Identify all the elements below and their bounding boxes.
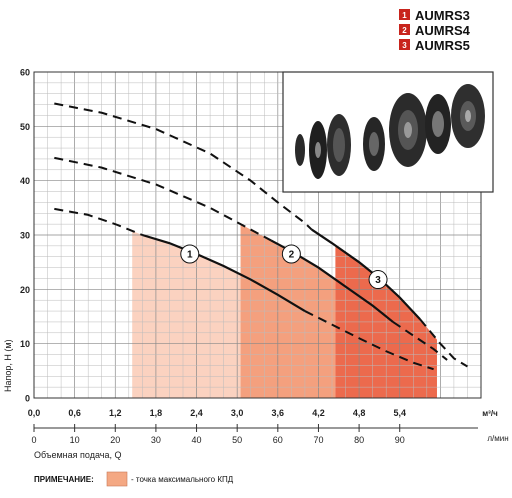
curve-label-3: 3: [375, 275, 381, 286]
legend-swatch-2: [399, 24, 410, 35]
y-tick-label: 10: [20, 339, 30, 349]
footnote: ПРИМЕЧАНИЕ: - точка максимального КПД: [34, 471, 234, 487]
x-secondary-tick-label: 90: [395, 435, 405, 445]
x-primary-tick-label: 4,8: [353, 408, 366, 418]
x-primary-tick-label: 0,6: [68, 408, 81, 418]
x-secondary-tick-labels: 0 10 20 30 40 50 60 70 80 90: [31, 435, 404, 445]
legend-label-1: AUMRS3: [415, 8, 470, 23]
x-primary-tick-label: 3,6: [272, 408, 285, 418]
curve-label-circle-3: [368, 270, 388, 290]
x-secondary-tick-label: 0: [31, 435, 36, 445]
x-primary-tick-label: 2,4: [190, 408, 203, 418]
x-secondary-tick-label: 40: [192, 435, 202, 445]
chart-legend: 1 AUMRS3 2 AUMRS4 3 AUMRS5: [399, 8, 471, 53]
y-tick-label: 60: [20, 68, 30, 78]
y-axis-title: Напор, H (м): [3, 339, 13, 392]
legend-number-3: 3: [402, 41, 407, 50]
curve-labels: 1 2 3: [180, 244, 388, 290]
y-tick-label: 40: [20, 176, 30, 186]
efficiency-region-1: [132, 230, 241, 398]
curve-label-1: 1: [187, 250, 193, 261]
plot-frame: [33, 71, 482, 399]
y-tick-label: 30: [20, 231, 30, 241]
legend-number-1: 1: [402, 11, 407, 20]
impeller-parts-image: [295, 84, 485, 179]
curve-2-dashed: [54, 156, 272, 242]
note-swatch: [106, 471, 128, 487]
x-secondary-tick-label: 10: [70, 435, 80, 445]
curve-label-circle-1: [180, 244, 200, 264]
curve-1-solid: [142, 233, 306, 313]
product-photo-inset: [282, 71, 494, 193]
y-tick-label: 50: [20, 122, 30, 132]
x-secondary-tick-label: 20: [110, 435, 120, 445]
x-primary-tick-label: 1,8: [150, 408, 163, 418]
x-secondary-tick-label: 30: [151, 435, 161, 445]
legend-number-2: 2: [402, 26, 407, 35]
curve-1-dashed: [54, 207, 143, 236]
legend-swatch-3: [399, 39, 410, 50]
curve-3-dashed-tail: [419, 318, 468, 368]
x-secondary-unit: л/мин: [487, 434, 508, 443]
x-primary-tick-labels: 0,0 0,6 1,2 1,8 2,4 3,0 3,6 4,2 4,8 5,4: [28, 408, 406, 418]
x-secondary-tick-label: 50: [232, 435, 242, 445]
curve-2-dashed-tail: [392, 321, 448, 361]
note-text: - точка максимального КПД: [131, 475, 234, 484]
y-tick-label: 0: [25, 394, 30, 404]
x-primary-tick-label: 1,2: [109, 408, 122, 418]
curve-label-2: 2: [289, 250, 295, 261]
x-primary-unit: м³/ч: [482, 409, 498, 418]
legend-swatch-1: [399, 9, 410, 20]
curve-3-dashed: [54, 102, 313, 231]
x-secondary-tick-label: 60: [273, 435, 283, 445]
performance-curves: [54, 102, 468, 371]
legend-label-2: AUMRS4: [415, 23, 471, 38]
x-secondary-tick-marks: [33, 424, 401, 432]
curve-1-dashed-tail: [304, 310, 434, 371]
y-tick-label: 20: [20, 285, 30, 295]
x-primary-tick-label: 0,0: [28, 408, 41, 418]
x-secondary-title: Объемная подача, Q: [34, 450, 121, 460]
x-primary-tick-label: 5,4: [393, 408, 406, 418]
y-tick-labels: 0 10 20 30 40 50 60: [20, 68, 30, 404]
curve-3-solid: [311, 228, 421, 320]
x-primary-tick-label: 4,2: [312, 408, 325, 418]
x-secondary-tick-label: 70: [313, 435, 323, 445]
curve-label-circle-2: [281, 244, 301, 264]
note-title: ПРИМЕЧАНИЕ:: [34, 475, 94, 484]
x-primary-tick-label: 3,0: [231, 408, 244, 418]
x-secondary-tick-label: 80: [354, 435, 364, 445]
legend-label-3: AUMRS5: [415, 38, 470, 53]
